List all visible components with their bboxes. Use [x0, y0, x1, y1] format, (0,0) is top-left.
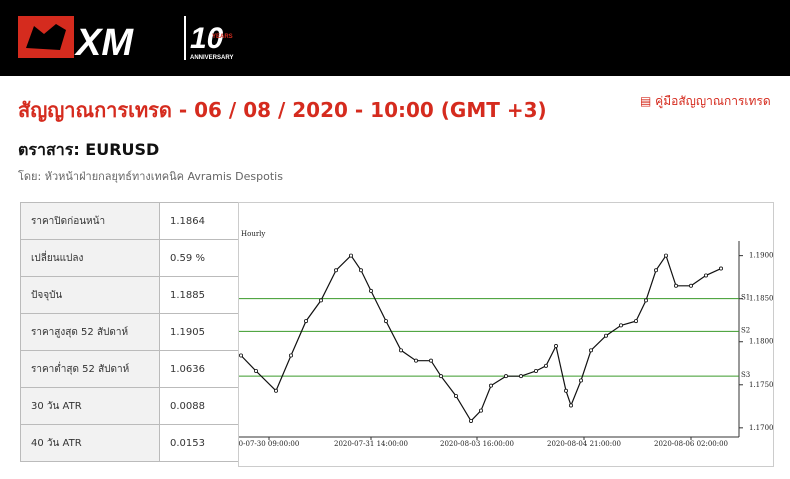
- anniversary-label: ANNIVERSARY: [190, 55, 233, 61]
- price-line: [240, 254, 722, 422]
- price-point: [568, 403, 573, 408]
- stat-label: ราคาสูงสุด 52 สัปดาห์: [20, 313, 160, 351]
- logo-text: XM: [74, 22, 134, 64]
- price-point: [334, 268, 339, 273]
- anniversary-years: YEARS: [212, 34, 233, 40]
- logo-bull: [26, 24, 66, 50]
- stat-value: 0.0088: [159, 387, 239, 425]
- price-point: [304, 319, 309, 324]
- y-tick-label: 1.1700: [749, 424, 774, 432]
- stat-value: 1.0636: [159, 350, 239, 388]
- price-point: [653, 268, 658, 273]
- table-row: ราคาปิดก่อนหน้า 1.1864: [20, 202, 239, 240]
- price-point: [673, 283, 678, 288]
- price-point: [359, 268, 364, 273]
- price-point: [413, 358, 418, 363]
- price-point: [633, 319, 638, 324]
- guide-link[interactable]: ▤ คู่มือสัญญาณการเทรด: [640, 92, 771, 111]
- price-point: [563, 388, 568, 393]
- y-tick-label: 1.1750: [749, 381, 774, 389]
- pdf-icon: ▤: [640, 94, 652, 108]
- x-tick-label: 0-07-30 09:00:00: [239, 440, 300, 448]
- level-label: S2: [741, 326, 750, 334]
- chart-subtitle: Hourly: [241, 230, 265, 238]
- x-tick-label: 2020-07-31 14:00:00: [334, 440, 408, 448]
- table-row: 40 วัน ATR 0.0153: [20, 424, 239, 462]
- instrument: ตราสาร: EURUSD: [18, 140, 160, 159]
- table-row: ราคาสูงสุด 52 สัปดาห์ 1.1905: [20, 313, 239, 351]
- price-point: [453, 393, 458, 398]
- price-point: [643, 298, 648, 303]
- anniversary-number: 10: [190, 22, 224, 55]
- price-point: [468, 418, 473, 423]
- price-point: [553, 344, 558, 349]
- price-point: [688, 283, 693, 288]
- author: โดย: หัวหน้าฝ่ายกลยุทธ์ทางเทคนิค Avramis…: [18, 170, 283, 183]
- price-point: [383, 319, 388, 324]
- x-tick-label: 2020-08-06 02:00:00: [654, 440, 728, 448]
- price-point: [703, 273, 708, 278]
- price-point: [319, 298, 324, 303]
- price-point: [368, 288, 373, 293]
- price-point: [578, 378, 583, 383]
- price-point: [478, 408, 483, 413]
- price-point: [253, 369, 258, 374]
- table-row: 30 วัน ATR 0.0088: [20, 387, 239, 425]
- price-point: [428, 358, 433, 363]
- y-tick-label: 1.1900: [749, 252, 774, 260]
- price-point: [274, 388, 279, 393]
- stat-value: 1.1905: [159, 313, 239, 351]
- logo: XM 10 YEARS ANNIVERSARY: [18, 16, 233, 64]
- price-point: [543, 363, 548, 368]
- stat-label: เปลี่ยนแปลง: [20, 239, 160, 277]
- x-tick-label: 2020-08-03 16:00:00: [440, 440, 514, 448]
- stat-label: 40 วัน ATR: [20, 424, 160, 462]
- price-point: [663, 253, 668, 258]
- stat-label: ราคาต่ำสุด 52 สัปดาห์: [20, 350, 160, 388]
- table-row: ราคาต่ำสุด 52 สัปดาห์ 1.0636: [20, 350, 239, 388]
- price-point: [398, 348, 403, 353]
- stat-value: 1.1885: [159, 276, 239, 314]
- price-point: [438, 374, 443, 379]
- x-tick-label: 2020-08-04 21:00:00: [547, 440, 621, 448]
- table-row: ปัจจุบัน 1.1885: [20, 276, 239, 314]
- price-point: [718, 266, 723, 271]
- stat-value: 1.1864: [159, 202, 239, 240]
- price-point: [618, 323, 623, 328]
- guide-text[interactable]: คู่มือสัญญาณการเทรด: [655, 94, 771, 108]
- price-point: [533, 369, 538, 374]
- stats-table: ราคาปิดก่อนหน้า 1.1864 เปลี่ยนแปลง 0.59 % ปั…: [20, 202, 239, 462]
- price-point: [503, 374, 508, 379]
- level-label: S1: [741, 294, 750, 302]
- price-point: [518, 374, 523, 379]
- stat-label: 30 วัน ATR: [20, 387, 160, 425]
- price-point: [603, 333, 608, 338]
- chart: Hourly 1.1700 1.1750 1.1800 1.1850 1.1900 0-07…: [238, 202, 774, 467]
- page-title: สัญญาณการเทรด - 06 / 08 / 2020 - 10:00 (…: [18, 98, 547, 122]
- table-row: เปลี่ยนแปลง 0.59 %: [20, 239, 239, 277]
- stat-label: ปัจจุบัน: [20, 276, 160, 314]
- header: XM 10 YEARS ANNIVERSARY: [0, 0, 790, 76]
- price-point: [289, 353, 294, 358]
- price-point: [488, 383, 493, 388]
- price-point: [349, 253, 354, 258]
- level-label: S3: [741, 371, 750, 379]
- stat-label: ราคาปิดก่อนหน้า: [20, 202, 160, 240]
- y-tick-label: 1.1800: [749, 338, 774, 346]
- y-tick-label: 1.1850: [749, 295, 774, 303]
- price-point: [239, 353, 243, 358]
- stat-value: 0.59 %: [159, 239, 239, 277]
- stat-value: 0.0153: [159, 424, 239, 462]
- price-point: [588, 348, 593, 353]
